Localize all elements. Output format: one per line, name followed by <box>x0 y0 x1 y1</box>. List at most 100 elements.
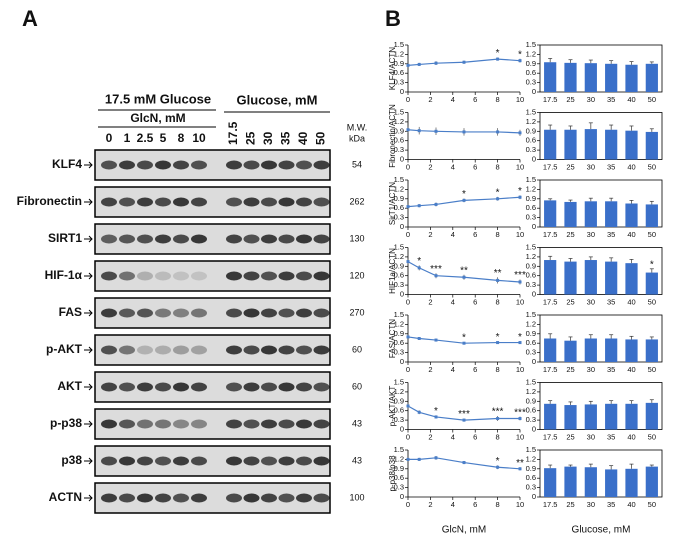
bar <box>584 260 597 295</box>
x-tick-label: 30 <box>587 95 595 104</box>
y-tick-label: 0.3 <box>526 280 536 289</box>
blot-band <box>243 308 260 318</box>
blot-band <box>278 234 295 244</box>
blot-band <box>278 197 295 207</box>
x-tick-label: 8 <box>496 365 500 374</box>
mw-label: 60 <box>352 381 362 391</box>
blot-band <box>101 456 117 466</box>
x-tick-label: 2 <box>428 500 432 509</box>
x-tick-label: 35 <box>607 432 615 441</box>
blot-band <box>243 160 260 170</box>
y-tick-label: 0.3 <box>394 483 404 492</box>
y-tick-label: 0 <box>400 154 404 163</box>
blot-band <box>261 308 277 318</box>
y-tick-label: 0.9 <box>526 396 536 405</box>
y-tick-label: 0.3 <box>394 78 404 87</box>
bar <box>625 263 638 295</box>
y-tick-label: 0.6 <box>526 68 536 77</box>
data-point <box>496 417 500 421</box>
blot-band <box>243 493 260 503</box>
data-line <box>407 58 521 66</box>
blot-band <box>243 197 260 207</box>
blot-header: 17.5 mM Glucose <box>105 91 211 106</box>
bar <box>564 340 577 362</box>
data-point <box>518 195 522 199</box>
data-point <box>434 61 438 65</box>
x-tick-label: 25 <box>566 500 574 509</box>
blot-band <box>313 234 330 244</box>
y-tick-label: 0.6 <box>394 203 404 212</box>
x-tick-label: 40 <box>627 432 635 441</box>
x-tick-label: 0 <box>406 95 410 104</box>
y-tick-label: 0.3 <box>394 213 404 222</box>
bar <box>564 261 577 295</box>
y-tick-label: 0.3 <box>526 483 536 492</box>
x-tick-label: 2 <box>428 162 432 171</box>
data-line <box>407 196 521 208</box>
lane-label: 10 <box>192 131 206 145</box>
blot-band <box>119 493 135 503</box>
y-tick-label: 1.5 <box>526 175 536 184</box>
y-tick-label: 1.5 <box>394 242 404 251</box>
x-tick-label: 4 <box>451 95 455 104</box>
x-axis-label: Glucose, mM <box>572 525 631 536</box>
data-line <box>407 129 521 134</box>
y-tick-label: 1.5 <box>394 175 404 184</box>
y-axis-label: p-AKT/AKT <box>388 386 397 427</box>
blot-subheader: GlcN, mM <box>130 111 185 125</box>
blot-band <box>119 308 135 318</box>
bar <box>625 203 638 227</box>
x-tick-label: 35 <box>607 95 615 104</box>
y-tick-label: 1.2 <box>526 454 536 463</box>
blot-band <box>101 345 117 355</box>
blot-band <box>137 345 153 355</box>
x-axis-label: GlcN, mM <box>442 525 486 536</box>
blot-band <box>155 308 171 318</box>
x-tick-label: 30 <box>587 432 595 441</box>
x-tick-label: 17.5 <box>543 162 558 171</box>
blot-band <box>101 493 117 503</box>
blot-band <box>173 345 189 355</box>
blot-band <box>296 160 312 170</box>
blot-band <box>137 197 153 207</box>
significance: *** <box>514 270 526 281</box>
bar <box>564 129 577 160</box>
bar <box>605 338 618 362</box>
blot-band <box>137 234 153 244</box>
mw-label: 262 <box>349 196 364 206</box>
y-axis-label: Fibronectin/ACTN <box>388 104 397 168</box>
data-point <box>406 205 410 209</box>
x-tick-label: 50 <box>648 95 656 104</box>
row-label: HIF-1α <box>45 268 83 282</box>
x-tick-label: 25 <box>566 432 574 441</box>
y-tick-label: 0 <box>532 357 536 366</box>
data-point <box>406 404 410 408</box>
data-point <box>518 341 522 345</box>
bar <box>544 338 557 362</box>
y-tick-label: 0.6 <box>526 271 536 280</box>
x-tick-label: 30 <box>587 230 595 239</box>
blot-band <box>278 382 295 392</box>
y-tick-label: 0.3 <box>526 145 536 154</box>
data-point <box>434 129 438 133</box>
y-tick-label: 0.9 <box>526 261 536 270</box>
x-tick-label: 10 <box>516 500 524 509</box>
data-point <box>417 266 421 270</box>
x-tick-label: 8 <box>496 230 500 239</box>
blot-band <box>119 160 135 170</box>
x-tick-label: 2 <box>428 230 432 239</box>
blot-band <box>137 271 153 281</box>
mw-label: 43 <box>352 455 362 465</box>
bar <box>564 466 577 497</box>
x-tick-label: 4 <box>451 162 455 171</box>
row-arrow <box>84 272 93 280</box>
x-tick-label: 4 <box>451 365 455 374</box>
blot-band <box>226 382 242 392</box>
data-point <box>518 131 522 135</box>
blot-band <box>313 197 330 207</box>
blot-band <box>155 345 171 355</box>
data-point <box>462 198 466 202</box>
axis <box>407 450 520 498</box>
row-arrow <box>84 198 93 206</box>
row-arrow <box>84 309 93 317</box>
